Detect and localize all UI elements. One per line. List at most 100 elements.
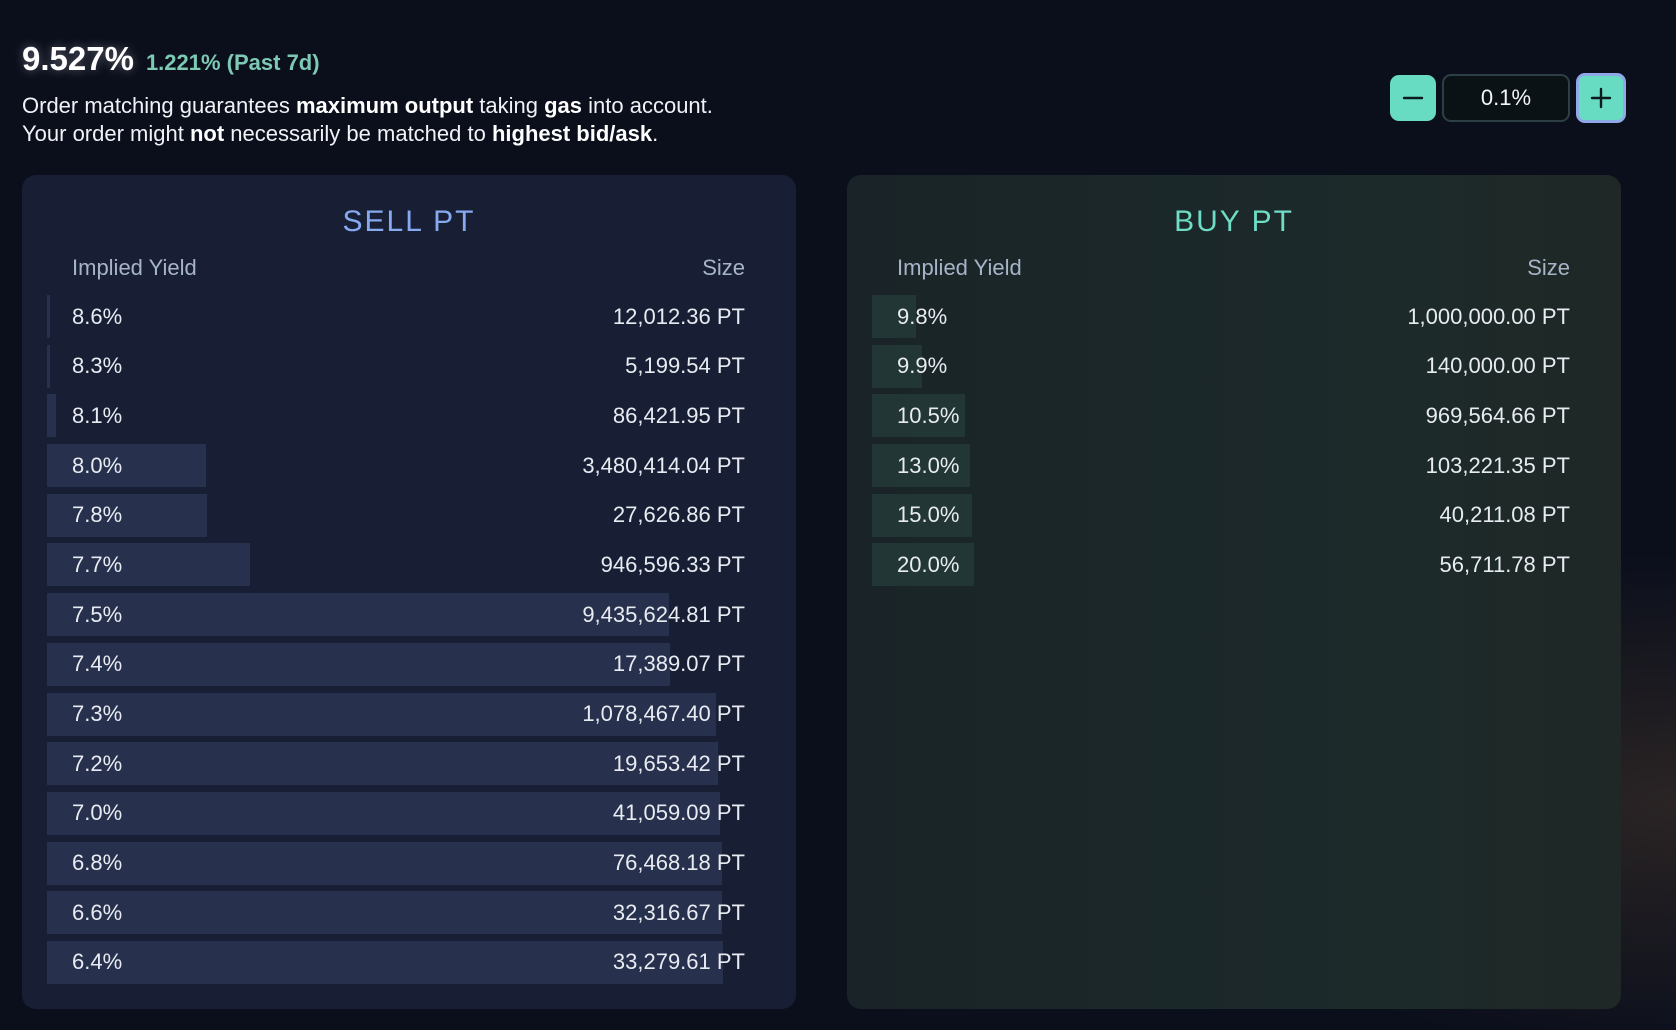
- depth-bar: [47, 692, 716, 736]
- order-row[interactable]: 10.5% 969,564.66 PT: [872, 394, 1570, 438]
- note-segment: taking: [473, 93, 545, 118]
- size-cell: 33,279.61 PT: [612, 949, 745, 975]
- rate-line: 9.527% 1.221% (Past 7d): [22, 40, 713, 78]
- buy-pt-panel: BUY PT Implied Yield Size 9.8% 1,000,000.…: [847, 175, 1621, 1009]
- implied-yield-cell: 7.3%: [72, 701, 123, 726]
- sell-pt-panel: SELL PT Implied Yield Size 8.6% 12,012.36…: [22, 175, 796, 1009]
- size-cell: 969,564.66 PT: [1425, 402, 1570, 428]
- implied-yield-cell: 8.6%: [72, 303, 123, 329]
- note-segment: .: [652, 121, 659, 146]
- size-cell: 3,480,414.04 PT: [582, 452, 745, 478]
- increase-button[interactable]: [1576, 73, 1626, 123]
- order-row[interactable]: 15.0% 40,211.08 PT: [872, 493, 1570, 537]
- tick-size-value[interactable]: 0.1%: [1442, 74, 1570, 122]
- depth-bar: [47, 841, 722, 885]
- order-row[interactable]: 13.0% 103,221.35 PT: [872, 444, 1570, 488]
- order-row[interactable]: 8.6% 12,012.36 PT: [47, 295, 745, 338]
- buy-panel-title: BUY PT: [1174, 205, 1294, 238]
- sell-col-size: Size: [702, 255, 745, 280]
- depth-bar: [872, 543, 974, 587]
- matching-note-line-2: Your order might not necessarily be matc…: [22, 120, 713, 148]
- note-segment: highest bid/ask: [491, 121, 653, 146]
- buy-orders-list: 9.8% 1,000,000.00 PT 9.9% 140,000.00 PT 10.5…: [872, 295, 1570, 593]
- order-row[interactable]: 7.3% 1,078,467.40 PT: [47, 692, 745, 736]
- order-row[interactable]: 20.0% 56,711.78 PT: [872, 543, 1570, 587]
- note-segment: necessarily be matched to: [224, 121, 492, 146]
- implied-yield-cell: 7.0%: [72, 800, 123, 826]
- implied-yield-cell: 8.3%: [72, 353, 123, 379]
- size-cell: 56,711.78 PT: [1439, 551, 1570, 577]
- size-cell: 27,626.86 PT: [612, 502, 745, 528]
- depth-bar: [47, 295, 50, 338]
- order-row[interactable]: 8.0% 3,480,414.04 PT: [47, 444, 745, 488]
- depth-bar: [47, 344, 50, 388]
- order-row[interactable]: 7.5% 9,435,624.81 PT: [47, 593, 745, 637]
- sell-panel-title: SELL PT: [342, 205, 476, 238]
- size-cell: 41,059.09 PT: [612, 800, 745, 826]
- sell-orders-list: 8.6% 12,012.36 PT 8.3% 5,199.54 PT 8.1% 86,42…: [47, 295, 745, 991]
- minus-icon: [1402, 96, 1424, 100]
- matching-note: Order matching guarantees maximum output…: [22, 92, 713, 148]
- implied-yield-cell: 7.8%: [72, 502, 123, 528]
- order-row[interactable]: 7.0% 41,059.09 PT: [47, 791, 745, 835]
- depth-bar: [47, 394, 56, 438]
- depth-bar: [47, 543, 250, 587]
- implied-yield-cell: 7.5%: [72, 601, 123, 627]
- implied-yield-cell: 6.6%: [72, 899, 123, 925]
- size-cell: 40,211.08 PT: [1439, 502, 1570, 528]
- decrease-button[interactable]: [1390, 75, 1436, 121]
- implied-yield-cell: 13.0%: [897, 452, 960, 478]
- note-segment: Order matching guarantees: [22, 93, 296, 118]
- note-segment: Your order might: [22, 121, 190, 146]
- implied-rate: 9.527%: [22, 40, 134, 77]
- size-cell: 103,221.35 PT: [1425, 452, 1570, 478]
- size-cell: 1,000,000.00 PT: [1407, 303, 1570, 329]
- sell-col-implied-yield: Implied Yield: [72, 255, 197, 280]
- depth-bar: [47, 642, 670, 686]
- order-row[interactable]: 7.4% 17,389.07 PT: [47, 642, 745, 686]
- depth-bar: [47, 742, 718, 786]
- tick-size-stepper: 0.1%: [1390, 73, 1626, 123]
- plus-icon: [1590, 87, 1612, 109]
- size-cell: 86,421.95 PT: [612, 402, 745, 428]
- order-row[interactable]: 6.8% 76,468.18 PT: [47, 841, 745, 885]
- yield-header: 9.527% 1.221% (Past 7d) Order matching g…: [22, 40, 713, 148]
- buy-col-implied-yield: Implied Yield: [897, 255, 1022, 280]
- size-cell: 946,596.33 PT: [600, 551, 745, 577]
- order-row[interactable]: 6.4% 33,279.61 PT: [47, 940, 745, 984]
- note-segment: gas: [544, 93, 583, 118]
- note-segment: not: [189, 121, 225, 146]
- depth-bar: [872, 295, 916, 338]
- size-cell: 1,078,467.40 PT: [582, 701, 745, 726]
- buy-col-size: Size: [1527, 255, 1570, 280]
- note-segment: maximum output: [295, 93, 474, 118]
- implied-yield-cell: 8.0%: [72, 452, 123, 478]
- size-cell: 140,000.00 PT: [1425, 353, 1570, 379]
- implied-yield-cell: 8.1%: [72, 402, 123, 428]
- depth-bar: [872, 444, 970, 488]
- order-row[interactable]: 7.8% 27,626.86 PT: [47, 493, 745, 537]
- size-cell: 12,012.36 PT: [612, 303, 745, 329]
- order-row[interactable]: 7.2% 19,653.42 PT: [47, 742, 745, 786]
- depth-bar: [872, 344, 922, 388]
- implied-yield-cell: 20.0%: [897, 551, 960, 577]
- size-cell: 76,468.18 PT: [612, 850, 745, 876]
- order-row[interactable]: 9.8% 1,000,000.00 PT: [872, 295, 1570, 338]
- order-row[interactable]: 6.6% 32,316.67 PT: [47, 891, 745, 935]
- implied-yield-cell: 6.8%: [72, 850, 123, 876]
- size-cell: 19,653.42 PT: [612, 750, 745, 776]
- implied-yield-cell: 7.4%: [72, 651, 123, 677]
- order-row[interactable]: 7.7% 946,596.33 PT: [47, 543, 745, 587]
- depth-bar: [47, 493, 207, 537]
- implied-yield-cell: 9.8%: [897, 303, 948, 329]
- size-cell: 32,316.67 PT: [612, 899, 745, 925]
- size-cell: 5,199.54 PT: [625, 353, 745, 379]
- order-row[interactable]: 8.3% 5,199.54 PT: [47, 344, 745, 388]
- buy-column-headers: Implied Yield Size: [897, 255, 1570, 281]
- depth-bar: [872, 493, 972, 537]
- implied-yield-cell: 9.9%: [897, 353, 948, 379]
- depth-bar: [47, 891, 722, 935]
- depth-bar: [47, 593, 669, 637]
- order-row[interactable]: 9.9% 140,000.00 PT: [872, 344, 1570, 388]
- order-row[interactable]: 8.1% 86,421.95 PT: [47, 394, 745, 438]
